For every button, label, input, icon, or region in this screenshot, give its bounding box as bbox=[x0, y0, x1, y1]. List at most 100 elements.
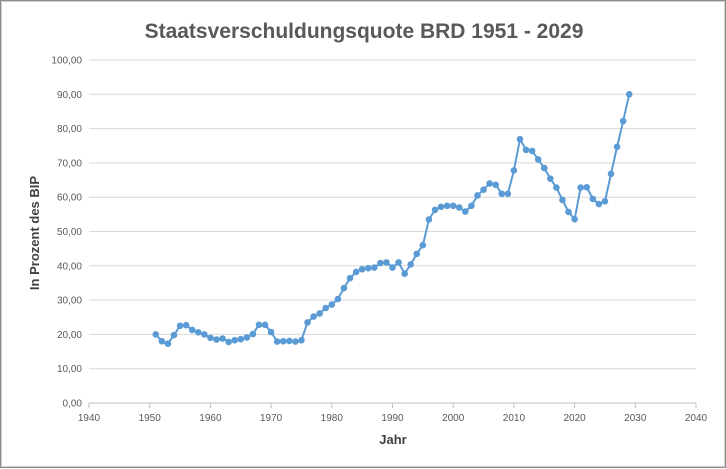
x-tick-label: 2030 bbox=[624, 413, 647, 424]
data-point bbox=[194, 329, 202, 336]
data-point bbox=[425, 216, 433, 223]
x-tick-label: 1940 bbox=[78, 413, 101, 424]
data-point bbox=[267, 328, 275, 336]
data-point bbox=[286, 337, 293, 345]
data-point bbox=[395, 259, 402, 266]
x-tick-label: 2010 bbox=[503, 413, 526, 424]
y-tick-label: 90,00 bbox=[57, 90, 82, 101]
y-axis-title: In Prozent des BIP bbox=[27, 176, 42, 290]
y-tick-label: 30,00 bbox=[57, 296, 82, 307]
data-point bbox=[547, 175, 554, 182]
data-point bbox=[310, 313, 317, 320]
series-polyline bbox=[155, 94, 631, 345]
data-point bbox=[619, 117, 627, 125]
x-tick-labels: 1940 1950 1960 1970 1980 1990 2000 2010 2020 2030… bbox=[78, 413, 708, 424]
data-point bbox=[431, 206, 439, 214]
y-tick-label: 20,00 bbox=[57, 330, 82, 341]
data-point bbox=[625, 91, 633, 98]
data-point bbox=[407, 261, 415, 268]
y-tick-label: 60,00 bbox=[57, 193, 82, 204]
data-point bbox=[492, 181, 499, 189]
data-point bbox=[583, 183, 591, 191]
x-tick-label: 2040 bbox=[685, 413, 708, 424]
data-point bbox=[553, 184, 560, 191]
data-point bbox=[322, 304, 330, 312]
y-tick-label: 70,00 bbox=[57, 158, 82, 169]
data-point bbox=[346, 274, 354, 282]
data-point bbox=[176, 322, 184, 330]
data-point bbox=[170, 331, 178, 339]
data-point bbox=[534, 156, 542, 163]
y-tick-label: 80,00 bbox=[57, 124, 82, 135]
data-point bbox=[601, 198, 609, 205]
data-point bbox=[510, 167, 518, 174]
data-point bbox=[279, 337, 287, 345]
data-point bbox=[237, 335, 245, 343]
data-point bbox=[273, 338, 281, 345]
data-point bbox=[522, 146, 530, 154]
x-tick-label: 1980 bbox=[321, 413, 344, 424]
data-point bbox=[261, 321, 269, 329]
data-point bbox=[201, 331, 208, 338]
data-point bbox=[498, 190, 506, 198]
x-axis-title: Jahr bbox=[379, 432, 406, 447]
data-points bbox=[152, 91, 633, 347]
data-point bbox=[328, 301, 336, 308]
data-point bbox=[595, 200, 603, 208]
data-point bbox=[249, 330, 257, 338]
data-point bbox=[340, 284, 348, 292]
data-point bbox=[480, 186, 487, 193]
data-point bbox=[298, 336, 305, 344]
chart-title: Staatsverschuldungsquote BRD 1951 - 2029 bbox=[145, 20, 584, 43]
data-point bbox=[182, 321, 190, 329]
data-point bbox=[559, 196, 566, 204]
data-point bbox=[158, 337, 166, 345]
x-tick-label: 2000 bbox=[442, 413, 465, 424]
axes bbox=[88, 402, 697, 408]
data-point bbox=[443, 202, 451, 210]
data-point bbox=[389, 264, 396, 271]
data-point bbox=[188, 326, 196, 334]
data-point bbox=[370, 264, 378, 271]
data-point bbox=[358, 265, 366, 273]
data-point bbox=[383, 259, 390, 266]
y-tick-label: 40,00 bbox=[57, 261, 82, 272]
data-point bbox=[413, 250, 421, 258]
data-point bbox=[164, 340, 172, 347]
data-point bbox=[516, 135, 524, 143]
data-point bbox=[243, 334, 251, 341]
data-point bbox=[207, 334, 214, 342]
data-point bbox=[231, 336, 238, 344]
gridlines bbox=[89, 59, 696, 370]
data-point bbox=[225, 338, 232, 346]
x-tick-label: 1990 bbox=[381, 413, 404, 424]
data-point bbox=[474, 192, 481, 199]
data-point bbox=[364, 264, 372, 272]
y-tick-label: 10,00 bbox=[57, 364, 82, 375]
data-point bbox=[292, 338, 299, 345]
y-tick-label: 0,00 bbox=[63, 399, 83, 410]
data-point bbox=[449, 202, 457, 210]
series-line bbox=[155, 94, 631, 345]
y-tick-labels: 0,00 10,00 20,00 30,00 40,00 50,00 60,00 70,00 8… bbox=[51, 56, 82, 410]
data-point bbox=[401, 270, 408, 277]
data-point bbox=[528, 147, 536, 155]
data-point bbox=[304, 319, 311, 326]
data-point bbox=[219, 335, 226, 342]
data-point bbox=[504, 190, 512, 198]
x-tick-label: 1960 bbox=[199, 413, 222, 424]
data-point bbox=[377, 259, 384, 267]
data-point bbox=[255, 321, 263, 329]
data-point bbox=[213, 336, 220, 343]
data-point bbox=[455, 204, 463, 211]
data-point bbox=[462, 208, 469, 215]
x-tick-label: 1970 bbox=[260, 413, 283, 424]
data-point bbox=[352, 268, 360, 276]
data-point bbox=[152, 331, 160, 338]
data-point bbox=[316, 310, 323, 317]
data-point bbox=[486, 180, 493, 187]
data-point bbox=[419, 241, 427, 249]
data-point bbox=[613, 143, 621, 151]
